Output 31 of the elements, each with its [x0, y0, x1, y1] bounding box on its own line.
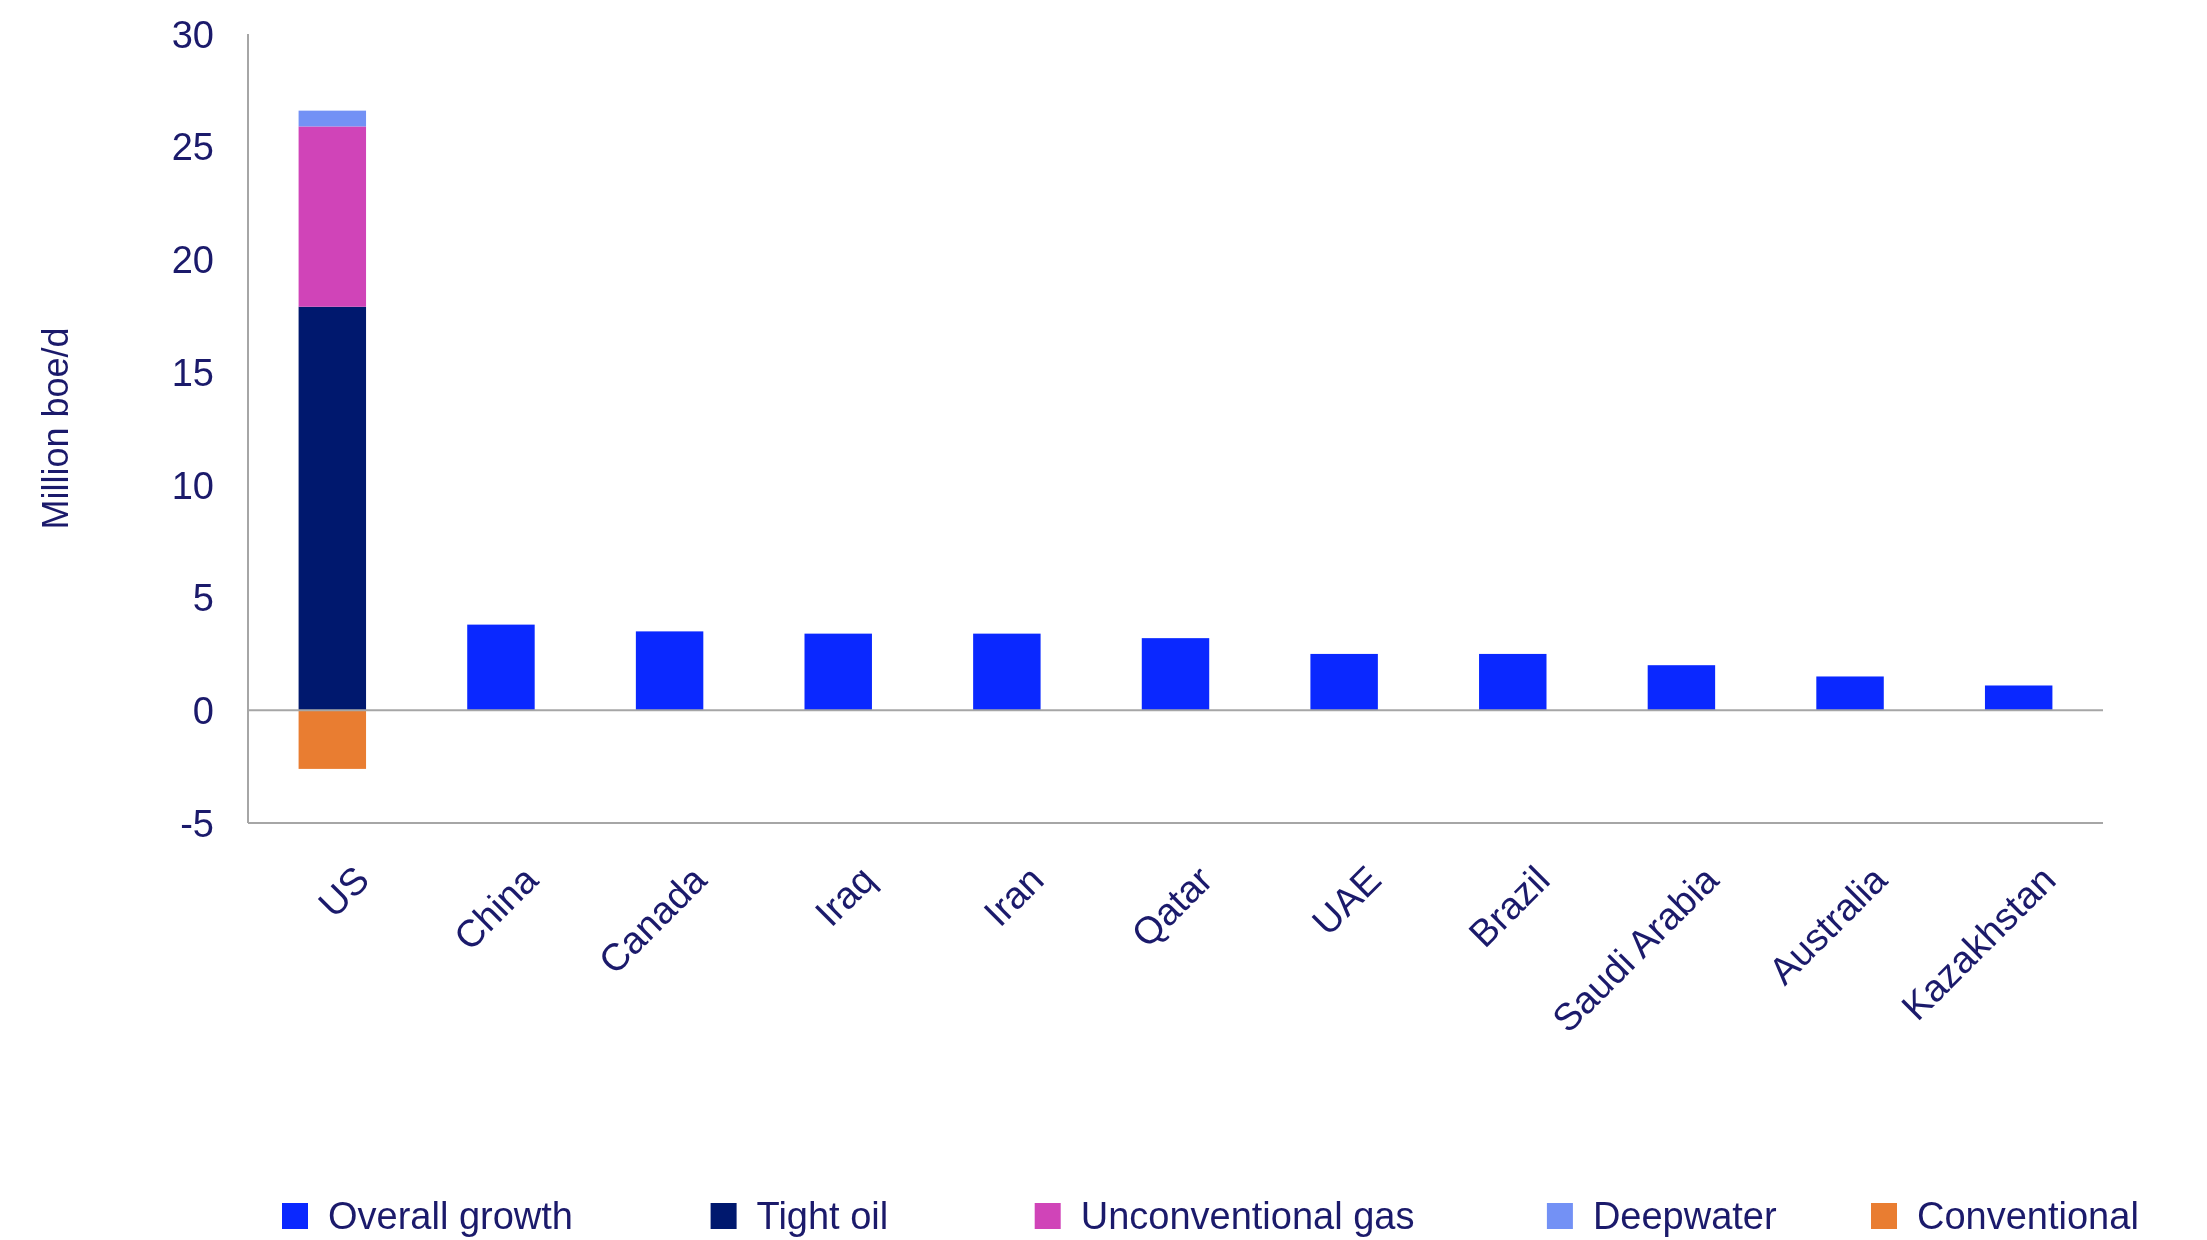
bar: [298, 710, 367, 769]
y-tick-label: 10: [171, 464, 214, 507]
bar: [298, 306, 367, 711]
y-tick-label: 25: [171, 126, 214, 169]
y-tick-label: 5: [192, 577, 214, 620]
x-tick-label: Iran: [975, 858, 1052, 935]
bar: [298, 110, 367, 127]
y-tick-label: 0: [192, 689, 214, 732]
y-tick-label: 20: [171, 239, 214, 282]
x-tick-label: Iraq: [807, 858, 884, 935]
legend-label: Conventional: [1917, 1195, 2139, 1237]
bar: [298, 126, 367, 307]
legend-label: Overall growth: [328, 1195, 573, 1237]
y-tick-label: 30: [171, 13, 214, 56]
bar: [973, 633, 1041, 711]
legend-label: Unconventional gas: [1080, 1195, 1415, 1237]
bar: [1479, 653, 1547, 711]
bar: [1647, 665, 1716, 711]
y-tick-label: -5: [180, 802, 214, 845]
bar: [1141, 638, 1210, 711]
bar: [1816, 676, 1884, 711]
y-axis-title: Million boe/d: [34, 327, 76, 530]
y-tick-label: 15: [171, 351, 214, 394]
x-tick-label: US: [310, 858, 378, 926]
bar: [467, 624, 535, 711]
bar: [635, 631, 704, 711]
legend-label: Tight oil: [756, 1195, 889, 1237]
bar: [804, 633, 872, 711]
bar: [1310, 653, 1378, 711]
legend-label: Deepwater: [1592, 1195, 1778, 1237]
bar: [1984, 685, 2053, 711]
